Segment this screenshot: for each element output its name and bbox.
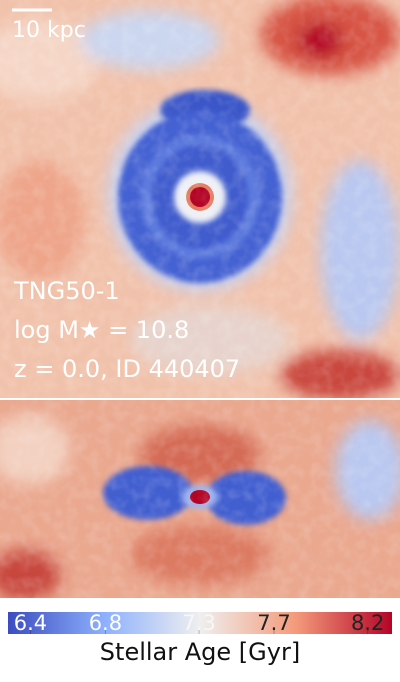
scale-bar-label: 10 kpc <box>12 18 86 43</box>
face-on-panel <box>0 0 400 398</box>
colorbar-tick-label: 6.4 <box>14 611 47 635</box>
colorbar-label: Stellar Age [Gyr] <box>100 638 300 666</box>
colorbar-tick-label: 7.3 <box>182 611 215 635</box>
annotation: TNG50-1 <box>13 277 120 305</box>
colorbar-tick-label: 6.8 <box>89 611 122 635</box>
edge-on-panel <box>0 400 400 598</box>
annotation: z = 0.0, ID 440407 <box>14 355 240 383</box>
annotation: log M★ = 10.8 <box>14 316 189 344</box>
colorbar <box>8 612 392 634</box>
colorbar-tick-label: 8.2 <box>351 611 384 635</box>
colorbar-tick-label: 7.7 <box>257 611 290 635</box>
